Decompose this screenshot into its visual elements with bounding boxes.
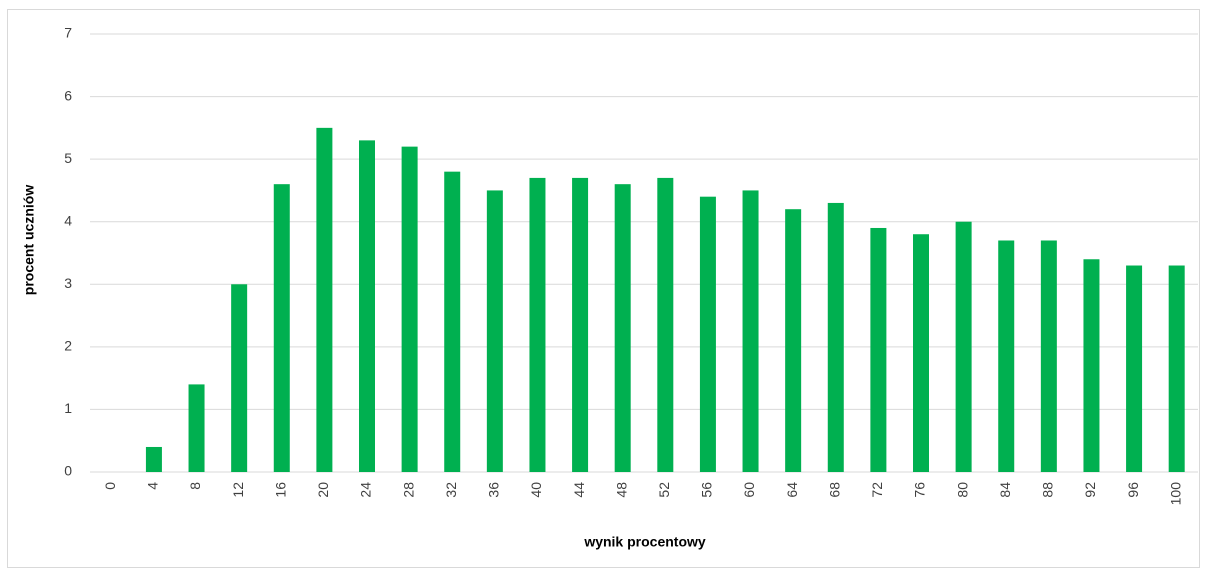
y-tick-label: 2 xyxy=(64,338,72,354)
x-tick-label: 8 xyxy=(187,482,203,490)
x-tick-label: 4 xyxy=(145,482,161,490)
x-tick-label: 72 xyxy=(869,482,885,498)
x-tick-label: 80 xyxy=(954,482,970,498)
x-tick-label: 68 xyxy=(826,482,842,498)
x-tick-label: 16 xyxy=(272,482,288,498)
x-tick-label: 0 xyxy=(102,482,118,490)
x-tick-label: 48 xyxy=(613,482,629,498)
bar xyxy=(1083,259,1100,472)
bar xyxy=(188,384,205,472)
bar xyxy=(401,146,418,472)
x-tick-label: 88 xyxy=(1040,482,1056,498)
x-tick-label: 40 xyxy=(528,482,544,498)
x-tick-label: 24 xyxy=(358,482,374,498)
bar xyxy=(273,184,290,472)
x-tick-label: 20 xyxy=(315,482,331,498)
bar xyxy=(1168,265,1185,472)
bar xyxy=(316,127,333,472)
bar xyxy=(486,190,503,472)
x-tick-label: 76 xyxy=(912,482,928,498)
x-tick-label: 12 xyxy=(230,482,246,498)
x-tick-label: 64 xyxy=(784,482,800,498)
bar xyxy=(231,284,248,472)
x-tick-label: 60 xyxy=(741,482,757,498)
x-tick-label: 52 xyxy=(656,482,672,498)
y-tick-label: 3 xyxy=(64,275,72,291)
bar xyxy=(699,196,716,472)
y-tick-label: 0 xyxy=(64,463,72,479)
x-tick-label: 44 xyxy=(571,482,587,498)
bar xyxy=(529,177,546,472)
bar xyxy=(145,446,162,472)
x-tick-label: 56 xyxy=(699,482,715,498)
y-tick-label: 4 xyxy=(64,212,72,228)
bar xyxy=(444,171,461,472)
bar xyxy=(955,221,972,472)
bar xyxy=(614,184,631,472)
x-tick-label: 84 xyxy=(997,482,1013,498)
bar xyxy=(998,240,1015,472)
y-tick-label: 5 xyxy=(64,150,72,166)
bar xyxy=(359,140,375,472)
y-tick-label: 6 xyxy=(64,87,72,103)
bar xyxy=(742,190,759,472)
x-tick-label: 96 xyxy=(1125,482,1141,498)
x-tick-label: 36 xyxy=(486,482,502,498)
bar xyxy=(785,209,802,472)
bar xyxy=(870,227,887,472)
y-tick-label: 7 xyxy=(64,25,72,41)
x-axis-title: wynik procentowy xyxy=(583,534,706,550)
y-tick-label: 1 xyxy=(64,400,72,416)
bar xyxy=(1040,240,1057,472)
x-tick-label: 100 xyxy=(1167,482,1183,506)
bar xyxy=(913,234,929,472)
bar xyxy=(572,177,589,472)
y-axis-title: procent uczniów xyxy=(21,185,37,296)
x-tick-label: 32 xyxy=(443,482,459,498)
x-tick-label: 28 xyxy=(400,482,416,498)
bar xyxy=(657,177,674,472)
bar xyxy=(827,202,844,472)
x-tick-label: 92 xyxy=(1082,482,1098,498)
bar xyxy=(1126,265,1143,472)
